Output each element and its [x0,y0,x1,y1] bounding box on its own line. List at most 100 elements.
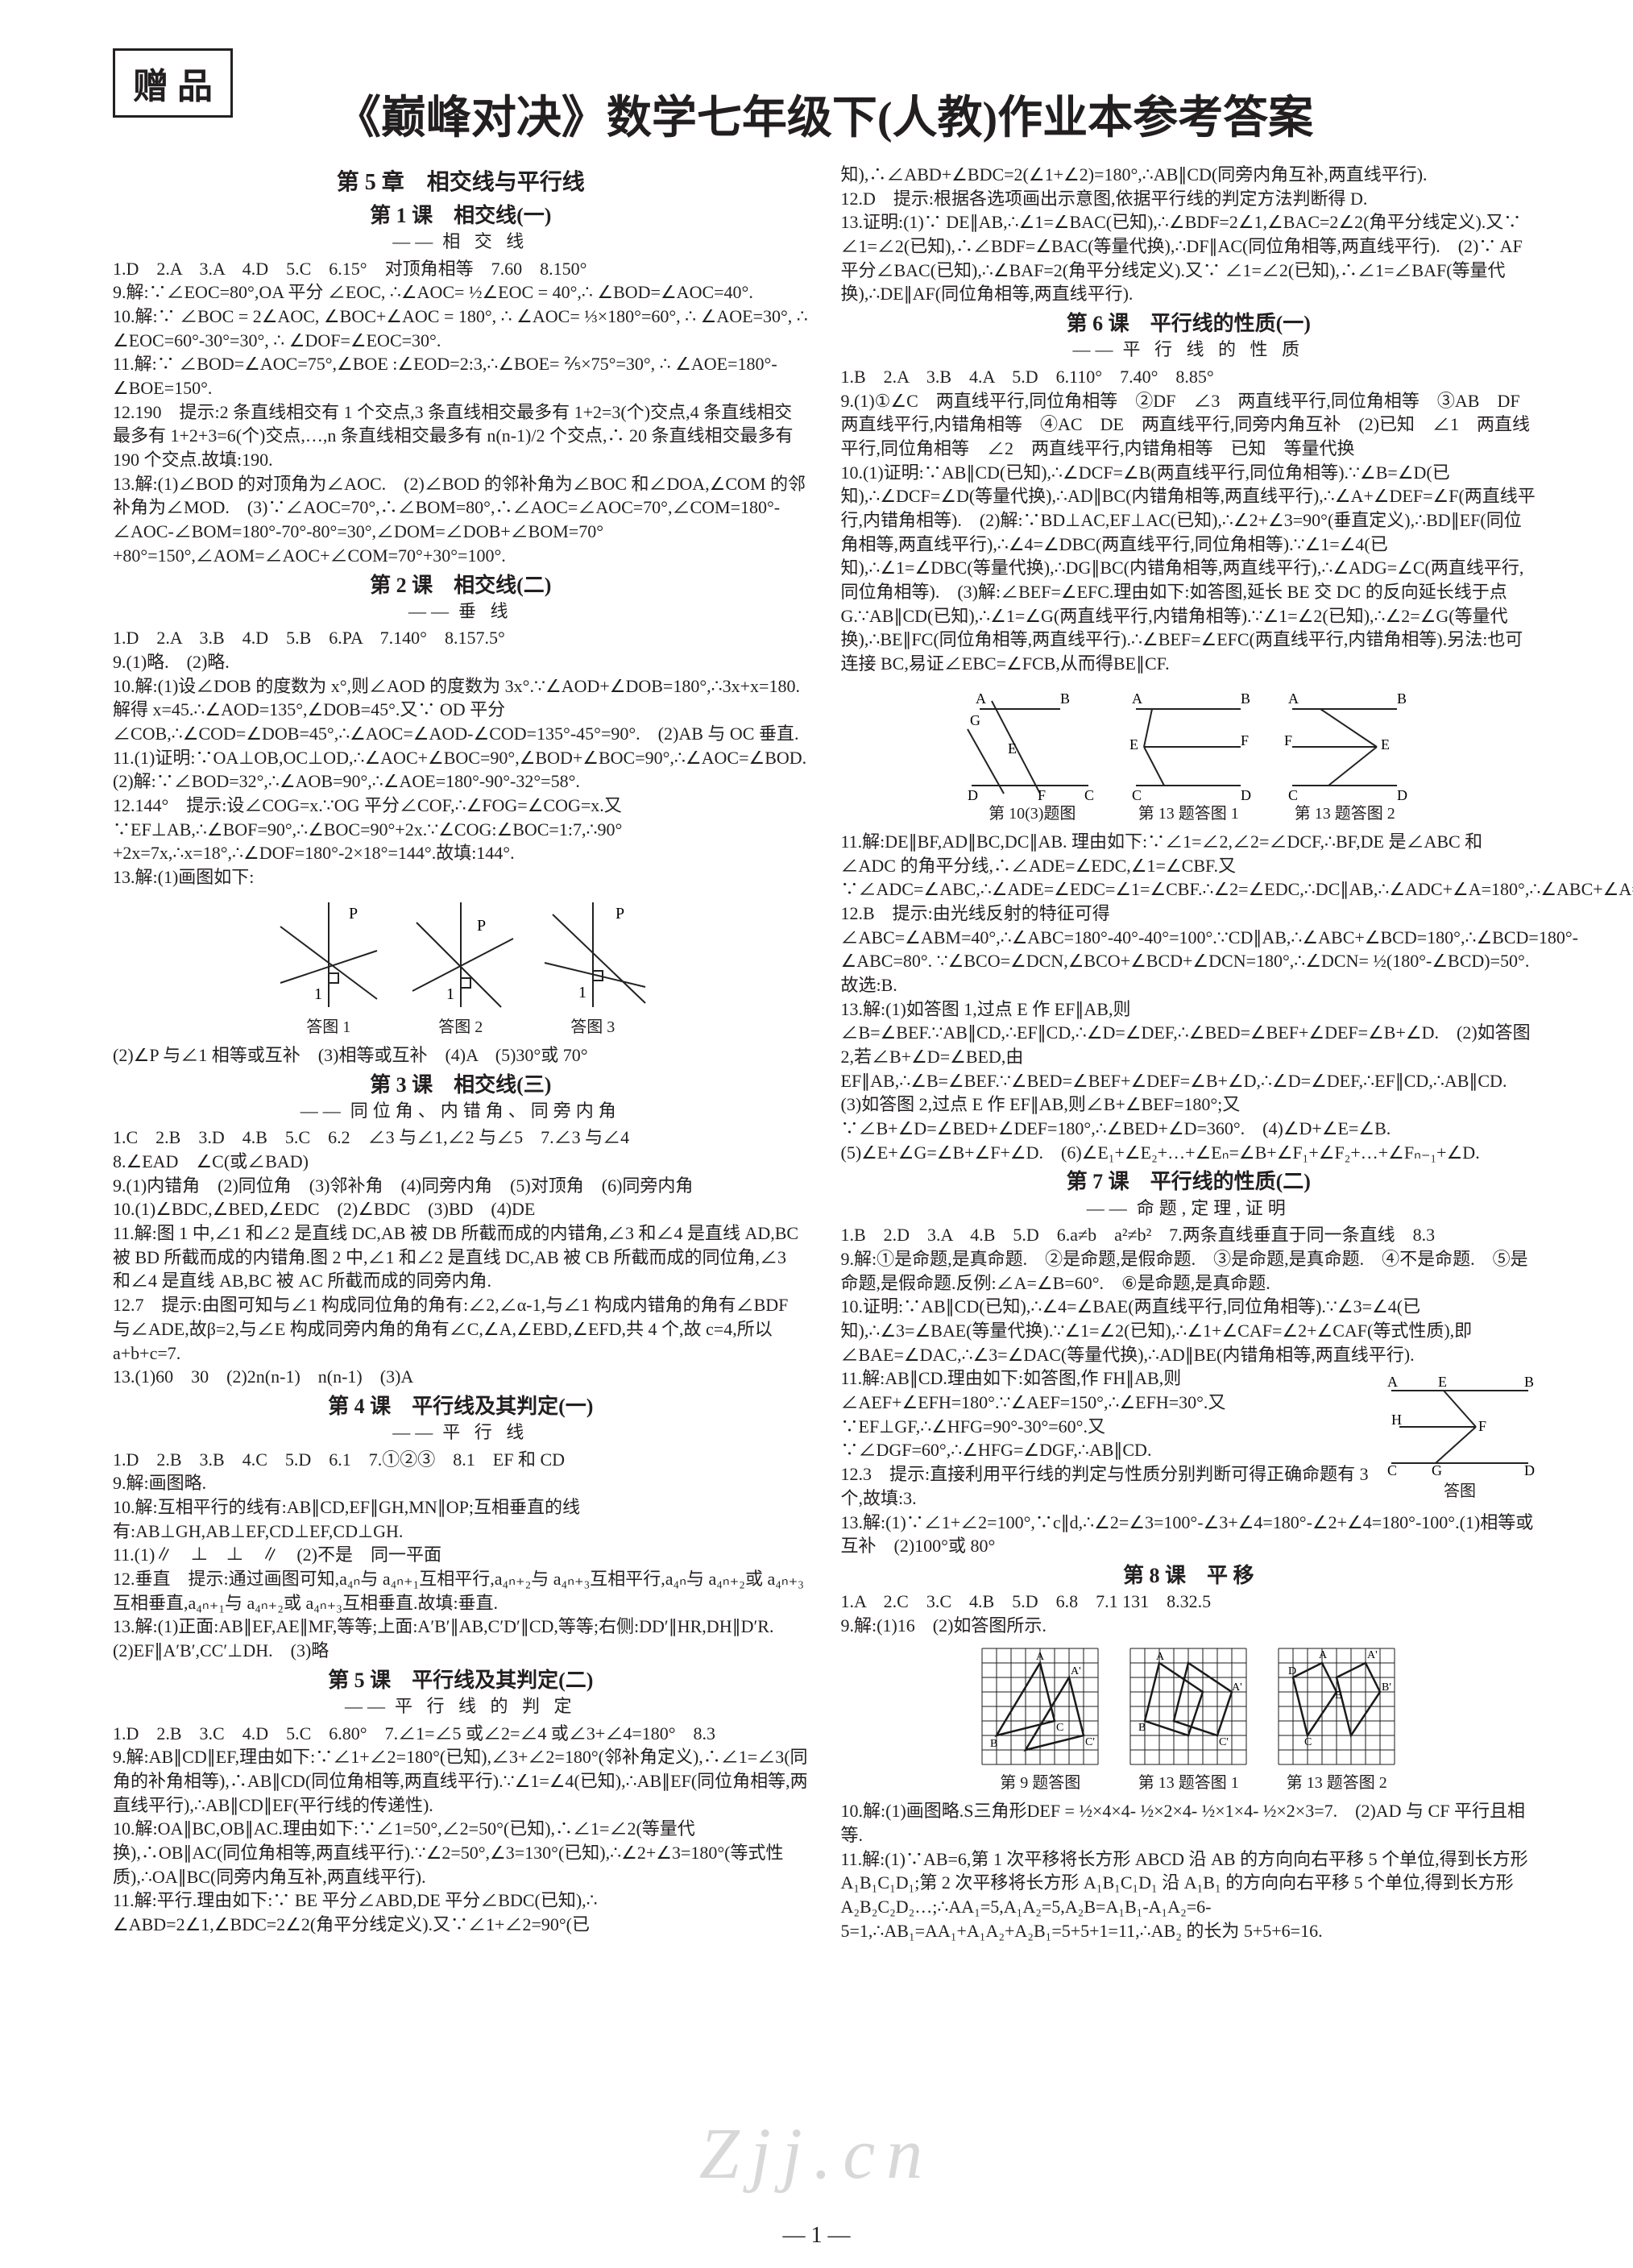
l8-q11: 11.解:(1)∵AB=6,第 1 次平移将长方形 ABCD 沿 AB 的方向向… [841,1847,1537,1943]
svg-text:A: A [1132,690,1142,707]
l6-fig13a-svg: AB F E CD [1120,681,1257,802]
l6-fig10-svg: AB G F C D E [964,681,1100,802]
svg-text:F: F [1241,732,1249,748]
l2-fig3-cap: 答图 3 [570,1017,615,1039]
svg-text:D: D [1241,787,1251,802]
lesson-3-title: 第 3 课 相交线(三) [113,1071,809,1099]
l1-q13: 13.解:(1)∠BOD 的对顶角为∠AOC. (2)∠BOD 的邻补角为∠BO… [113,472,809,568]
lesson-2-figures: P 1 答图 1 P 1 答图 2 [113,894,809,1039]
lesson-3-sub: 同位角、内错角、同旁内角 [113,1099,809,1123]
l6-q12: 12.B 提示:由光线反射的特征可得∠ABC=∠ABM=40°,∴∠ABC=18… [841,902,1537,997]
l7-q10: 10.证明:∵AB∥CD(已知),∴∠4=∠BAE(两直线平行,同位角相等).∵… [841,1295,1537,1366]
l2-fig3: P 1 答图 3 [537,894,649,1039]
l6-q11: 11.解:DE∥BF,AD∥BC,DC∥AB. 理由如下:∵∠1=∠2,∠2=∠… [841,830,1537,902]
gift-badge: 赠 品 [113,48,233,118]
svg-text:C: C [1304,1736,1312,1748]
l2-q13a: 13.解:(1)画图如下: [113,865,809,889]
l7-fig-svg: AEB FH CGD [1383,1366,1536,1479]
svg-text:H: H [1391,1412,1402,1428]
svg-text:B: B [1335,1690,1342,1702]
svg-text:E: E [1381,736,1390,753]
svg-text:A': A' [1071,1665,1081,1677]
l6-fig13a: AB F E CD 第 13 题答图 1 [1120,681,1257,825]
l6-fig13b-cap: 第 13 题答图 2 [1295,803,1395,825]
svg-text:E: E [1438,1374,1447,1390]
l8-fig13b: AD CB A'B' 第 13 题答图 2 [1272,1642,1401,1794]
document-title: 《巅峰对决》数学七年级下(人教)作业本参考答案 [113,81,1536,147]
svg-text:E: E [1008,740,1017,757]
l8-fig13b-cap: 第 13 题答图 2 [1287,1773,1387,1794]
svg-text:B': B' [1382,1681,1391,1694]
l7-q9: 9.解:①是命题,是真命题. ②是命题,是假命题. ③是命题,是真命题. ④不是… [841,1247,1537,1295]
l6-q10: 10.(1)证明:∵AB∥CD(已知),∴∠DCF=∠B(两直线平行,同位角相等… [841,461,1537,676]
l8-grid-13a: AB A'C' [1124,1642,1253,1771]
l3-q9: 9.(1)内错角 (2)同位角 (3)邻补角 (4)同旁内角 (5)对顶角 (6… [113,1174,809,1198]
l7-q13: 13.解:(1)∵∠1+∠2=100°,∵c∥d,∴∠2=∠3=100°-∠3+… [841,1511,1537,1558]
l1-answers: 1.D 2.A 3.A 4.D 5.C 6.15° 对顶角相等 7.60 8.1… [113,257,809,281]
l7-fig: AEB FH CGD 答图 [1383,1366,1536,1503]
l8-fig9: BAC A'C' 第 9 题答图 [976,1642,1105,1794]
svg-text:C: C [1288,787,1298,802]
svg-text:C': C' [1219,1736,1229,1748]
svg-text:B: B [1524,1374,1534,1390]
svg-text:G: G [1432,1462,1442,1478]
l2-fig2: P 1 答图 2 [404,894,517,1039]
lesson-4-sub: 平 行 线 [113,1420,809,1445]
page: 赠 品 《巅峰对决》数学七年级下(人教)作业本参考答案 第 5 章 相交线与平行… [0,0,1633,2268]
l4-q9: 9.解:画图略. [113,1471,809,1495]
l6-fig13a-cap: 第 13 题答图 1 [1138,803,1239,825]
lesson-6-title: 第 6 课 平行线的性质(一) [841,309,1537,338]
l4-q11: 11.(1)∥ ⊥ ⊥ ∥ (2)不是 同一平面 [113,1543,809,1567]
l3-answers: 1.C 2.B 3.D 4.B 5.C 6.2 ∠3 与∠1,∠2 与∠5 7.… [113,1126,809,1150]
svg-text:B: B [1060,690,1070,707]
lesson-6-sub: 平 行 线 的 性 质 [841,338,1537,362]
svg-text:1: 1 [446,985,454,1003]
svg-text:F: F [1284,732,1292,748]
l1-q11: 11.解:∵ ∠BOD=∠AOC=75°,∠BOE :∠EOD=2:3,∴∠BO… [113,352,809,400]
l1-q9: 9.解:∵∠EOC=80°,OA 平分 ∠EOC, ∴∠AOC= ½∠EOC =… [113,280,809,305]
l3-q13: 13.(1)60 30 (2)2n(n-1) n(n-1) (3)A [113,1365,809,1389]
svg-text:A: A [976,690,986,707]
l3-q11: 11.解:图 1 中,∠1 和∠2 是直线 DC,AB 被 DB 所截而成的内错… [113,1221,809,1293]
l8-fig13a-cap: 第 13 题答图 1 [1138,1773,1239,1794]
l2-q11: 11.(1)证明:∵OA⊥OB,OC⊥OD,∴∠AOC+∠BOC=90°,∠BO… [113,746,809,794]
lesson-5-title: 第 5 课 平行线及其判定(二) [113,1666,809,1694]
svg-text:P: P [615,905,624,923]
l4-q12: 12.垂直 提示:通过画图可知,a₄ₙ与 a₄ₙ₊₁互相平行,a₄ₙ₊₂与 a₄… [113,1567,809,1615]
svg-text:D: D [1397,787,1407,802]
lesson-8-title: 第 8 课 平 移 [841,1561,1537,1590]
l2-fig2-cap: 答图 2 [438,1017,483,1039]
l8-grid-13b: AD CB A'B' [1272,1642,1401,1771]
lesson-6-figures: AB G F C D E 第 10(3)题图 [841,681,1537,825]
svg-text:B: B [1397,690,1407,707]
l1-q12: 12.190 提示:2 条直线相交有 1 个交点,3 条直线相交最多有 1+2=… [113,400,809,472]
l2-fig1-cap: 答图 1 [306,1017,350,1039]
lesson-1-title: 第 1 课 相交线(一) [113,201,809,230]
svg-text:B: B [1241,690,1250,707]
svg-text:P: P [349,905,358,923]
svg-text:C: C [1132,787,1142,802]
l8-fig13a: AB A'C' 第 13 题答图 1 [1124,1642,1253,1794]
l4-q10: 10.解:互相平行的线有:AB∥CD,EF∥GH,MN∥OP;互相垂直的线有:A… [113,1495,809,1543]
svg-text:C: C [1387,1462,1397,1478]
page-number: — 1 — [0,2223,1633,2249]
svg-text:1: 1 [314,985,322,1003]
l2-q10: 10.解:(1)设∠DOB 的度数为 x°,则∠AOD 的度数为 3x°.∵∠A… [113,674,809,746]
svg-text:A: A [1036,1651,1045,1663]
l5-q10: 10.解:OA∥BC,OB∥AC.理由如下:∵∠1=50°,∠2=50°(已知)… [113,1817,809,1889]
lesson-7-figure: AEB FH CGD 答图 [1383,1366,1536,1503]
lesson-7-title: 第 7 课 平行线的性质(二) [841,1167,1537,1196]
l6-fig13b: AB F E CD 第 13 题答图 2 [1276,681,1413,825]
svg-text:P: P [477,917,486,935]
l6-fig13b-svg: AB F E CD [1276,681,1413,802]
svg-text:C: C [1084,787,1094,802]
l4-q13: 13.解:(1)正面:AB∥EF,AE∥MF,等等;上面:A′B′∥AB,C′D… [113,1615,809,1662]
l6-q13: 13.解:(1)如答图 1,过点 E 作 EF∥AB,则∠B=∠BEF.∵AB∥… [841,997,1537,1165]
lesson-5-sub: 平 行 线 的 判 定 [113,1694,809,1719]
l2-q13b: (2)∠P 与∠1 相等或互补 (3)相等或互补 (4)A (5)30°或 70… [113,1043,809,1068]
svg-text:B: B [990,1738,997,1750]
lesson-2-sub: 垂 线 [113,599,809,624]
l2-answers: 1.D 2.A 3.B 4.D 5.B 6.PA 7.140° 8.157.5° [113,626,809,650]
l8-q10: 10.解:(1)画图略.S三角形DEF = ½×4×4- ½×2×4- ½×1×… [841,1799,1537,1847]
l6-q9: 9.(1)①∠C 两直线平行,同位角相等 ②DF ∠3 两直线平行,同位角相等 … [841,389,1537,461]
